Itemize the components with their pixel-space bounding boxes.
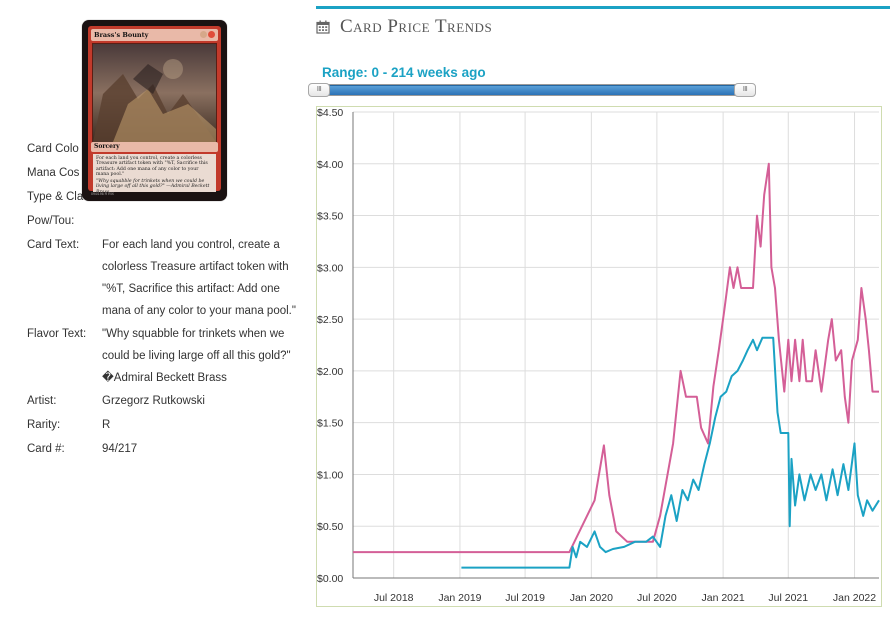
x-tick-label: Jan 2020 xyxy=(570,592,613,604)
detail-label: Type & Cla xyxy=(27,191,84,203)
y-tick-label: $1.50 xyxy=(317,418,343,430)
detail-value: 94/217 xyxy=(102,443,138,455)
calendar-icon xyxy=(316,20,330,34)
range-slider[interactable]: III III xyxy=(308,83,756,97)
slider-handle-end[interactable]: III xyxy=(734,83,756,97)
section-divider xyxy=(316,6,890,9)
y-tick-label: $1.00 xyxy=(317,469,343,481)
slider-handle-start[interactable]: III xyxy=(308,83,330,97)
card-image-footer: 094/196 R RIX xyxy=(91,192,114,196)
detail-row-type-class: Type & Cla xyxy=(27,185,297,209)
x-tick-label: Jul 2021 xyxy=(768,592,808,604)
card-image-textbox: For each land you control, create a colo… xyxy=(93,154,216,192)
y-tick-label: $4.00 xyxy=(317,159,343,171)
detail-label: Card #: xyxy=(27,443,65,455)
y-tick-label: $2.00 xyxy=(317,366,343,378)
detail-value: For each land you control, create a colo… xyxy=(102,239,296,317)
detail-value: R xyxy=(102,419,111,431)
detail-label: Card Colo xyxy=(27,143,79,155)
card-image[interactable]: Brass's Bounty Sorcery For each land you… xyxy=(82,20,227,201)
y-tick-label: $3.00 xyxy=(317,262,343,274)
detail-row-flavor-text: Flavor Text: "Why squabble for trinkets … xyxy=(27,322,297,389)
card-details: Card Colo Mana Cos Type & Cla Pow/Tou: C… xyxy=(27,137,297,461)
price-chart: $0.00 $0.50 $1.00 $1.50 $2.00 $2.50 $3.00 $3.50… xyxy=(316,106,882,607)
detail-row-mana-cost: Mana Cos xyxy=(27,161,297,185)
card-art xyxy=(92,43,217,143)
y-tick-label: $0.00 xyxy=(317,573,343,585)
detail-value: "Why squabble for trinkets when we could… xyxy=(102,328,291,384)
x-tick-label: Jul 2018 xyxy=(374,592,414,604)
x-tick-label: Jul 2019 xyxy=(505,592,545,604)
card-image-rules: For each land you control, create a colo… xyxy=(96,156,208,177)
card-image-type: Sorcery xyxy=(91,142,218,152)
price-series-line-1 xyxy=(353,162,879,554)
slider-range-fill xyxy=(319,85,743,95)
detail-row-card-color: Card Colo xyxy=(27,137,297,161)
detail-row-card-number: Card #: 94/217 xyxy=(27,437,297,461)
card-image-flavor: "Why squabble for trinkets when we could… xyxy=(96,179,210,192)
y-tick-label: $4.50 xyxy=(317,107,343,119)
y-tick-label: $2.50 xyxy=(317,314,343,326)
detail-row-card-text: Card Text: For each land you control, cr… xyxy=(27,233,297,322)
detail-label: Artist: xyxy=(27,395,57,407)
x-tick-label: Jan 2022 xyxy=(833,592,876,604)
detail-row-rarity: Rarity: R xyxy=(27,413,297,437)
y-tick-label: $3.50 xyxy=(317,211,343,223)
x-tick-label: Jan 2021 xyxy=(701,592,744,604)
mana-symbols-icon xyxy=(200,31,215,38)
detail-row-pow-tou: Pow/Tou: xyxy=(27,209,297,233)
x-tick-label: Jul 2020 xyxy=(637,592,677,604)
x-tick-label: Jan 2019 xyxy=(438,592,481,604)
detail-label: Card Text: xyxy=(27,239,80,251)
card-image-title: Brass's Bounty xyxy=(91,29,218,41)
detail-label: Mana Cos xyxy=(27,167,80,179)
detail-label: Pow/Tou: xyxy=(27,215,75,227)
card-image-name: Brass's Bounty xyxy=(94,31,149,39)
range-label: Range: 0 - 214 weeks ago xyxy=(322,65,486,80)
detail-row-artist: Artist: Grzegorz Rutkowski xyxy=(27,389,297,413)
detail-label: Rarity: xyxy=(27,419,61,431)
detail-label: Flavor Text: xyxy=(27,328,87,340)
price-chart-svg: $0.00 $0.50 $1.00 $1.50 $2.00 $2.50 $3.00 $3.50… xyxy=(317,107,880,604)
detail-value xyxy=(102,209,297,233)
y-tick-label: $0.50 xyxy=(317,521,343,533)
price-trends-heading: Card Price Trends xyxy=(316,16,492,38)
detail-value: Grzegorz Rutkowski xyxy=(102,395,205,407)
price-trends-title: Card Price Trends xyxy=(340,16,493,37)
price-series-line-2 xyxy=(461,336,880,569)
